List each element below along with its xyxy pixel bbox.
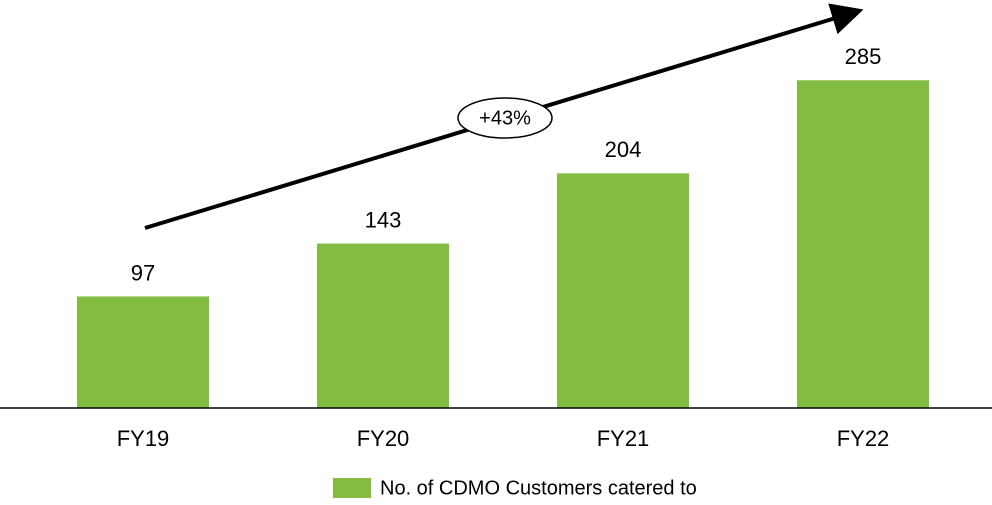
legend-swatch <box>333 478 371 498</box>
bar <box>317 243 449 408</box>
x-tick-label: FY22 <box>837 426 890 451</box>
value-label: 285 <box>845 44 882 69</box>
value-label: 97 <box>131 260 155 285</box>
legend-label: No. of CDMO Customers catered to <box>380 477 697 499</box>
annotation: +43% <box>479 107 531 129</box>
x-tick-label: FY19 <box>117 426 170 451</box>
x-tick-label: FY21 <box>597 426 650 451</box>
bar <box>797 80 929 408</box>
bar <box>557 173 689 408</box>
value-label: 204 <box>605 137 642 162</box>
bar <box>77 296 209 408</box>
x-tick-label: FY20 <box>357 426 410 451</box>
value-label: 143 <box>365 207 402 232</box>
annotation-bubble <box>457 97 553 139</box>
